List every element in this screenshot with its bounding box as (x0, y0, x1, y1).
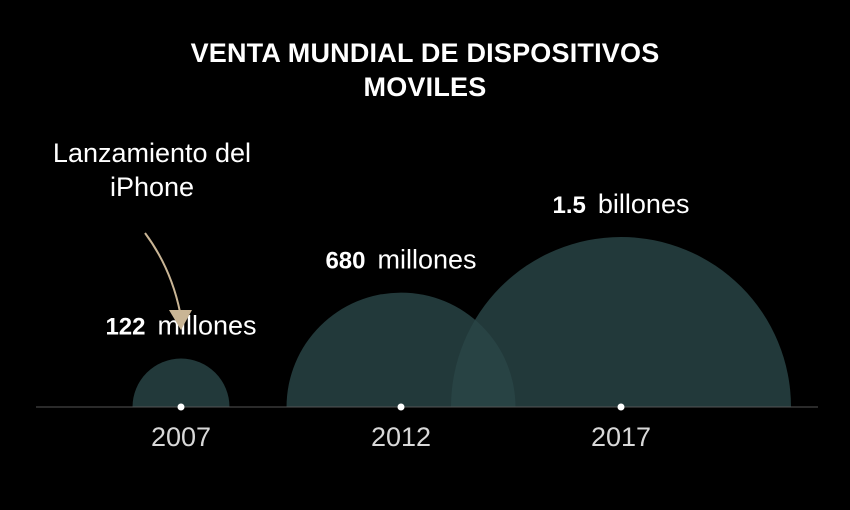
bubble-2017 (451, 237, 791, 407)
bubbles-group (132, 237, 791, 407)
year-labels-group: 2007 2012 2017 (151, 422, 651, 452)
annotation-arrow-head (169, 310, 192, 330)
annotation-line-1: Lanzamiento del (52, 138, 252, 168)
chart-title-line-1: VENTA MUNDIAL DE DISPOSITIVOS (190, 38, 660, 68)
value-label-2017: 1.5 billones (553, 189, 690, 219)
year-label-2012: 2012 (371, 422, 431, 452)
chart-title-line-2: MOVILES (363, 72, 487, 102)
year-label-2017: 2017 (591, 422, 651, 452)
year-dots-group (177, 403, 625, 411)
year-dot-2017 (617, 403, 625, 411)
value-label-2012: 680 millones (325, 245, 476, 275)
iphone-launch-annotation: Lanzamiento del iPhone (26, 136, 278, 204)
year-dot-2007 (177, 403, 185, 411)
year-dot-2012 (397, 403, 405, 411)
year-label-2007: 2007 (151, 422, 211, 452)
bubble-2007 (132, 358, 230, 407)
chart-title: VENTA MUNDIAL DE DISPOSITIVOS MOVILES (0, 36, 850, 104)
annotation-arrow (144, 232, 181, 313)
annotation-line-2: iPhone (109, 172, 195, 202)
